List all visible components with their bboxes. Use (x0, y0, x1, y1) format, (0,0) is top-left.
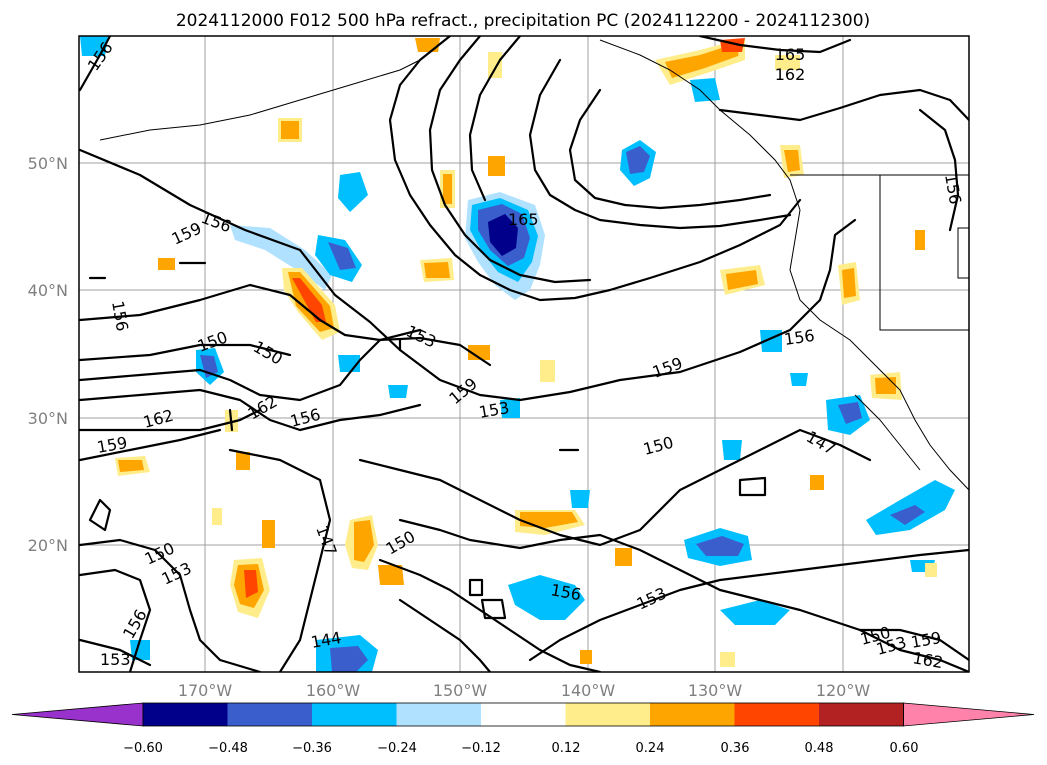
contour-label: 165 (775, 45, 806, 64)
colorbar-segment (819, 703, 904, 726)
lon-label: 150°W (433, 681, 488, 700)
colorbar-extend-low (11, 702, 144, 727)
lon-label: 160°W (306, 681, 361, 700)
longitude-labels: 170°W 160°W 150°W 140°W 130°W 120°W (178, 681, 871, 700)
map-background (79, 36, 969, 672)
colorbar-segments (11, 702, 1035, 727)
colorbar-tick-label: −0.36 (292, 741, 332, 756)
lon-label: 130°W (688, 681, 743, 700)
colorbar-tick-label: 0.48 (805, 741, 834, 756)
colorbar-segment (312, 703, 397, 726)
map-panel: 156 165 162 156 159 156 165 156 150 150 … (78, 35, 970, 673)
colorbar-tick-label: 0.60 (890, 741, 919, 756)
precipitation-shading (80, 36, 955, 672)
colorbar-segment (143, 703, 228, 726)
contour-label: 162 (911, 648, 944, 672)
lat-label: 50°N (28, 154, 68, 173)
colorbar-extend-high (903, 702, 1035, 727)
latitude-labels: 50°N 40°N 30°N 20°N (28, 154, 68, 555)
colorbar-segment (650, 703, 735, 726)
colorbar: −0.60 −0.48 −0.36 −0.24 −0.12 0.12 0.24 … (11, 702, 1035, 756)
colorbar-segment (481, 703, 566, 726)
colorbar-tick-label: −0.60 (123, 741, 163, 756)
lat-label: 20°N (28, 536, 68, 555)
colorbar-tick-label: −0.24 (377, 741, 417, 756)
colorbar-tick-label: −0.12 (461, 741, 501, 756)
lon-label: 120°W (816, 681, 871, 700)
colorbar-ticks: −0.60 −0.48 −0.36 −0.24 −0.12 0.12 0.24 … (123, 741, 918, 756)
refractivity-contours (79, 36, 969, 672)
contour-label: 153 (100, 650, 131, 669)
map-frame (78, 35, 970, 673)
colorbar-tick-label: 0.12 (552, 741, 581, 756)
contour-label: 156 (783, 326, 816, 349)
lon-label: 140°W (561, 681, 616, 700)
colorbar-segment (565, 703, 651, 726)
colorbar-tick-label: −0.48 (208, 741, 248, 756)
coastlines (99, 39, 969, 491)
colorbar-segment (734, 703, 820, 726)
colorbar-segment (396, 703, 482, 726)
figure-title: 2024112000 F012 500 hPa refract., precip… (176, 11, 870, 31)
colorbar-tick-label: 0.36 (721, 741, 750, 756)
lat-label: 30°N (28, 409, 68, 428)
contour-label: 162 (775, 65, 806, 84)
colorbar-segment (227, 703, 313, 726)
colorbar-outline (142, 702, 904, 727)
lat-label: 40°N (28, 281, 68, 300)
colorbar-tick-label: 0.24 (636, 741, 665, 756)
lon-label: 170°W (178, 681, 233, 700)
contour-label: 165 (508, 210, 539, 229)
